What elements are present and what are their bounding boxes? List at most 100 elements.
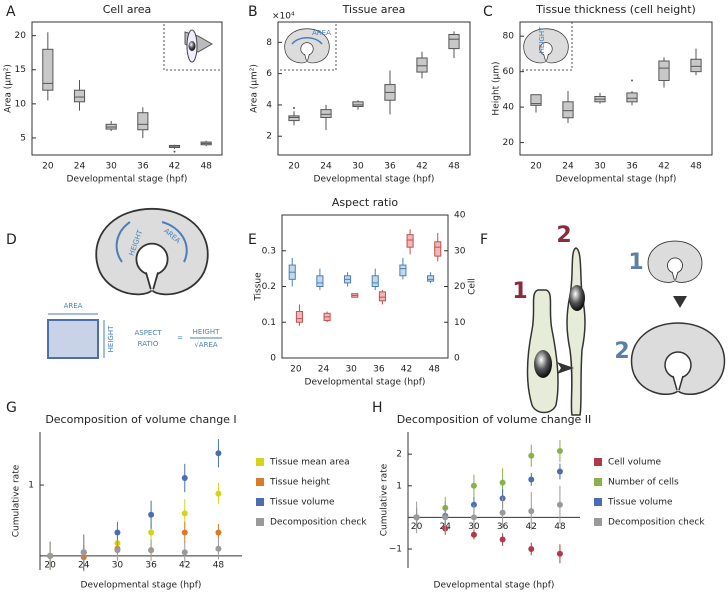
box-body xyxy=(378,291,386,302)
x-tick-label: 30 xyxy=(352,162,364,172)
tick-label: 0 xyxy=(454,354,460,364)
point xyxy=(148,529,155,536)
box-body xyxy=(73,89,86,103)
point xyxy=(181,549,188,556)
x-tick-label: 48 xyxy=(554,522,566,532)
tick-label: −1 xyxy=(389,545,402,555)
x-tick-label: 36 xyxy=(373,365,385,375)
chart-title: Decomposition of volume change II xyxy=(397,413,592,426)
tick-label: 2 xyxy=(396,450,402,460)
point xyxy=(528,508,535,515)
panel-label: D xyxy=(6,232,17,248)
point xyxy=(499,536,506,543)
point xyxy=(215,545,222,552)
x-tick-label: 48 xyxy=(428,365,440,375)
point xyxy=(114,529,121,536)
tick-label: 4 xyxy=(266,100,272,110)
legend-label: Decomposition check xyxy=(270,518,367,528)
x-axis-label: Developmental stage (hpf) xyxy=(305,378,426,388)
panel-label: G xyxy=(6,400,17,416)
box-body xyxy=(658,60,670,82)
point xyxy=(528,476,535,483)
tick-label: 15 xyxy=(15,65,26,75)
tick-label: 40 xyxy=(454,211,466,221)
formula-text: RATIO xyxy=(138,340,159,348)
legend-swatch xyxy=(256,518,264,526)
tick-label: 80 xyxy=(503,32,515,42)
x-tick-label: 36 xyxy=(384,162,396,172)
tick-label: 5 xyxy=(20,133,26,143)
rect-label: HEIGHT xyxy=(107,325,115,352)
legend-label: Decomposition check xyxy=(608,518,705,528)
x-axis-label: Developmental stage (hpf) xyxy=(434,581,555,591)
inset-c: HEIGHT xyxy=(519,21,573,71)
point xyxy=(499,509,506,516)
x-tick-label: 36 xyxy=(137,162,149,172)
tick-label: 0.1 xyxy=(262,318,276,328)
box-body xyxy=(399,264,407,277)
point xyxy=(114,547,121,554)
point xyxy=(499,479,506,486)
legend-label: Cell volume xyxy=(608,458,661,468)
box-body xyxy=(406,234,414,248)
inset-label: AREA xyxy=(312,29,331,37)
point xyxy=(556,550,563,557)
y-axis-label: Height (μm) xyxy=(492,61,502,115)
point xyxy=(181,510,188,517)
x-tick-label: 48 xyxy=(448,162,460,172)
y-axis-label: Cumulative rate xyxy=(380,463,390,536)
point xyxy=(470,482,477,489)
tick-label: 10 xyxy=(454,318,466,328)
tick-label: 30 xyxy=(454,246,466,256)
inset-label: HEIGHT xyxy=(538,26,546,53)
box-body xyxy=(562,101,574,119)
legend-label: Tissue mean area xyxy=(269,458,350,468)
x-tick-label: 24 xyxy=(74,162,86,172)
point xyxy=(556,447,563,454)
x-tick-label: 20 xyxy=(290,365,302,375)
x-tick-label: 42 xyxy=(169,162,180,172)
tick-label: 20 xyxy=(503,138,515,148)
point xyxy=(215,529,222,536)
inset-a xyxy=(163,21,223,71)
tissue-label: 1 xyxy=(628,250,643,275)
x-tick-label: 30 xyxy=(112,560,124,570)
x-tick-label: 48 xyxy=(213,560,225,570)
x-tick-label: 24 xyxy=(562,162,574,172)
x-axis-label: Developmental stage (hpf) xyxy=(67,175,188,185)
rect-label: AREA xyxy=(64,302,83,310)
legend-label: Tissue volume xyxy=(269,498,335,508)
x-tick-label: 36 xyxy=(626,162,638,172)
x-tick-label: 42 xyxy=(401,365,412,375)
x-tick-label: 48 xyxy=(690,162,702,172)
x-tick-label: 30 xyxy=(345,365,357,375)
tick-label: 20 xyxy=(454,282,466,292)
point xyxy=(215,450,222,457)
legend-label: Number of cells xyxy=(608,478,679,488)
box-body xyxy=(448,34,460,50)
plot-frame xyxy=(519,21,713,156)
chart-title: Decomposition of volume change I xyxy=(45,413,236,426)
x-tick-label: 20 xyxy=(288,162,300,172)
panel-label: F xyxy=(480,232,488,248)
x-axis-label: Developmental stage (hpf) xyxy=(81,581,202,591)
x-tick-label: 30 xyxy=(594,162,606,172)
chart-title: Aspect ratio xyxy=(332,196,398,209)
point xyxy=(181,529,188,536)
formula-text: √AREA xyxy=(194,341,218,349)
x-axis-label: Developmental stage (hpf) xyxy=(314,175,435,185)
point xyxy=(470,514,477,521)
y-axis-label: Area (μm²) xyxy=(250,64,260,113)
point xyxy=(528,452,535,459)
tick-label: 40 xyxy=(503,103,515,113)
plot-frame xyxy=(281,214,449,359)
legend-swatch xyxy=(594,478,602,486)
tick-label: 2 xyxy=(266,132,272,142)
panel-label: B xyxy=(248,4,258,20)
panel-label: E xyxy=(248,232,257,248)
point xyxy=(148,547,155,554)
panel-label: A xyxy=(6,4,16,20)
x-tick-label: 48 xyxy=(200,162,212,172)
point xyxy=(80,549,87,556)
